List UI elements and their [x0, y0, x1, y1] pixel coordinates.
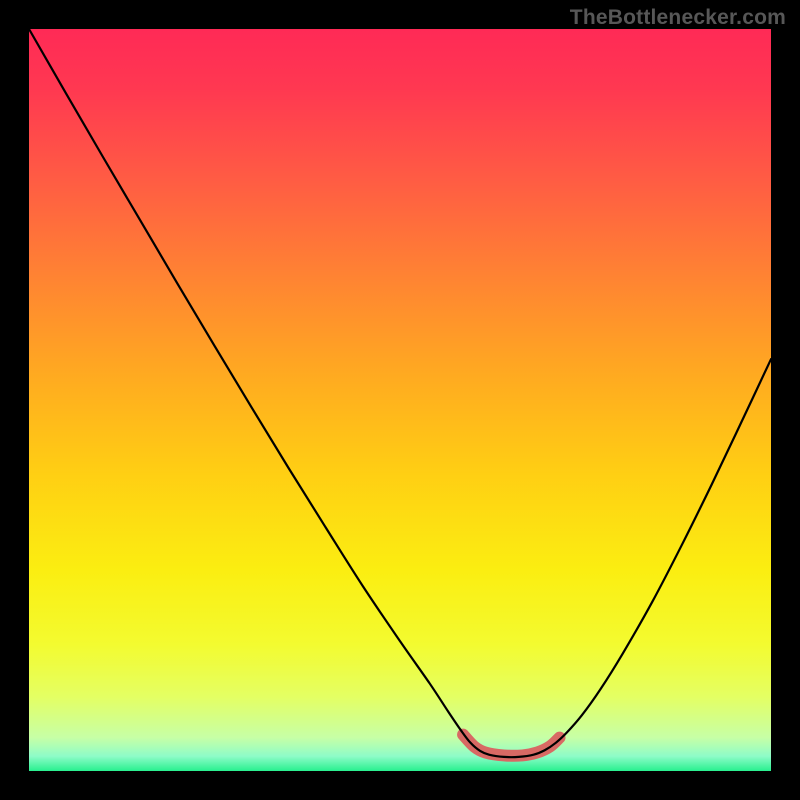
watermark-text: TheBottlenecker.com	[570, 6, 786, 30]
plot-area	[29, 29, 771, 771]
chart-svg	[0, 0, 800, 800]
bottleneck-chart: TheBottlenecker.com	[0, 0, 800, 800]
